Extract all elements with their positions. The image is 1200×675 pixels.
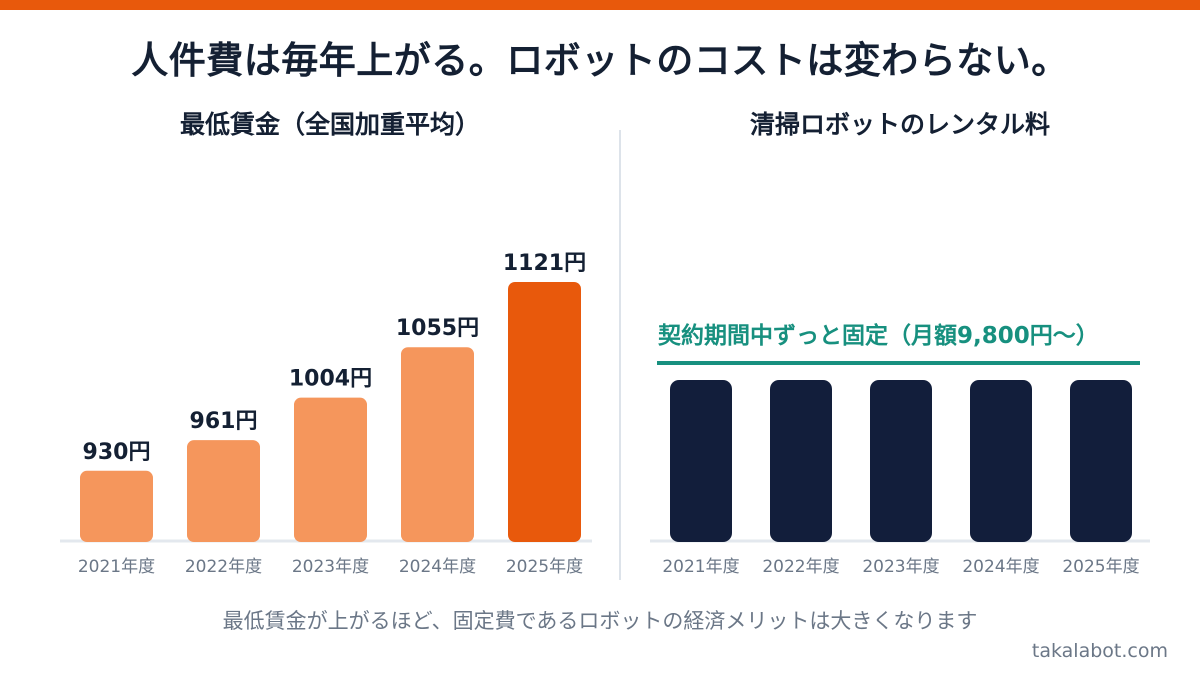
top-accent-bar: [0, 0, 1200, 10]
wage-value-label: 1004円: [289, 367, 372, 392]
rental-bar-2021年度: [670, 380, 732, 542]
wage-bar-2023年度: [294, 397, 367, 542]
rental-bar-2022年度: [770, 380, 832, 542]
wage-bar-2022年度: [187, 440, 260, 542]
wage-value-label: 961円: [190, 409, 258, 434]
rental-bar-2023年度: [870, 380, 932, 542]
right-x-tick-label: 2025年度: [1062, 557, 1139, 577]
wage-bar-2021年度: [80, 470, 153, 542]
rental-bar-2025年度: [1070, 380, 1132, 542]
wage-value-label: 930円: [83, 440, 151, 465]
wage-bar-2025年度: [508, 282, 581, 542]
site-url: takalabot.com: [1031, 640, 1168, 662]
left-chart-title: 最低賃金（全国加重平均）: [179, 110, 480, 139]
left-x-tick-label: 2023年度: [292, 557, 369, 577]
left-x-tick-label: 2025年度: [506, 557, 583, 577]
wage-value-label: 1121円: [503, 251, 586, 276]
right-x-tick-label: 2021年度: [662, 557, 739, 577]
fixed-price-annotation: 契約期間中ずっと固定（月額9,800円〜）: [657, 322, 1099, 349]
right-x-tick-label: 2022年度: [762, 557, 839, 577]
right-chart-title: 清掃ロボットのレンタル料: [749, 110, 1050, 139]
rental-bar-2024年度: [970, 380, 1032, 542]
wage-bar-2024年度: [401, 347, 474, 542]
left-x-tick-label: 2022年度: [185, 557, 262, 577]
left-x-tick-label: 2021年度: [78, 557, 155, 577]
panel-divider: [619, 130, 621, 580]
footer-note: 最低賃金が上がるほど、固定費であるロボットの経済メリットは大きくなります: [222, 609, 978, 633]
page-title: 人件費は毎年上がる。ロボットのコストは変わらない。: [131, 39, 1069, 82]
right-x-tick-label: 2024年度: [962, 557, 1039, 577]
wage-value-label: 1055円: [396, 316, 479, 341]
right-x-tick-label: 2023年度: [862, 557, 939, 577]
left-x-tick-label: 2024年度: [399, 557, 476, 577]
